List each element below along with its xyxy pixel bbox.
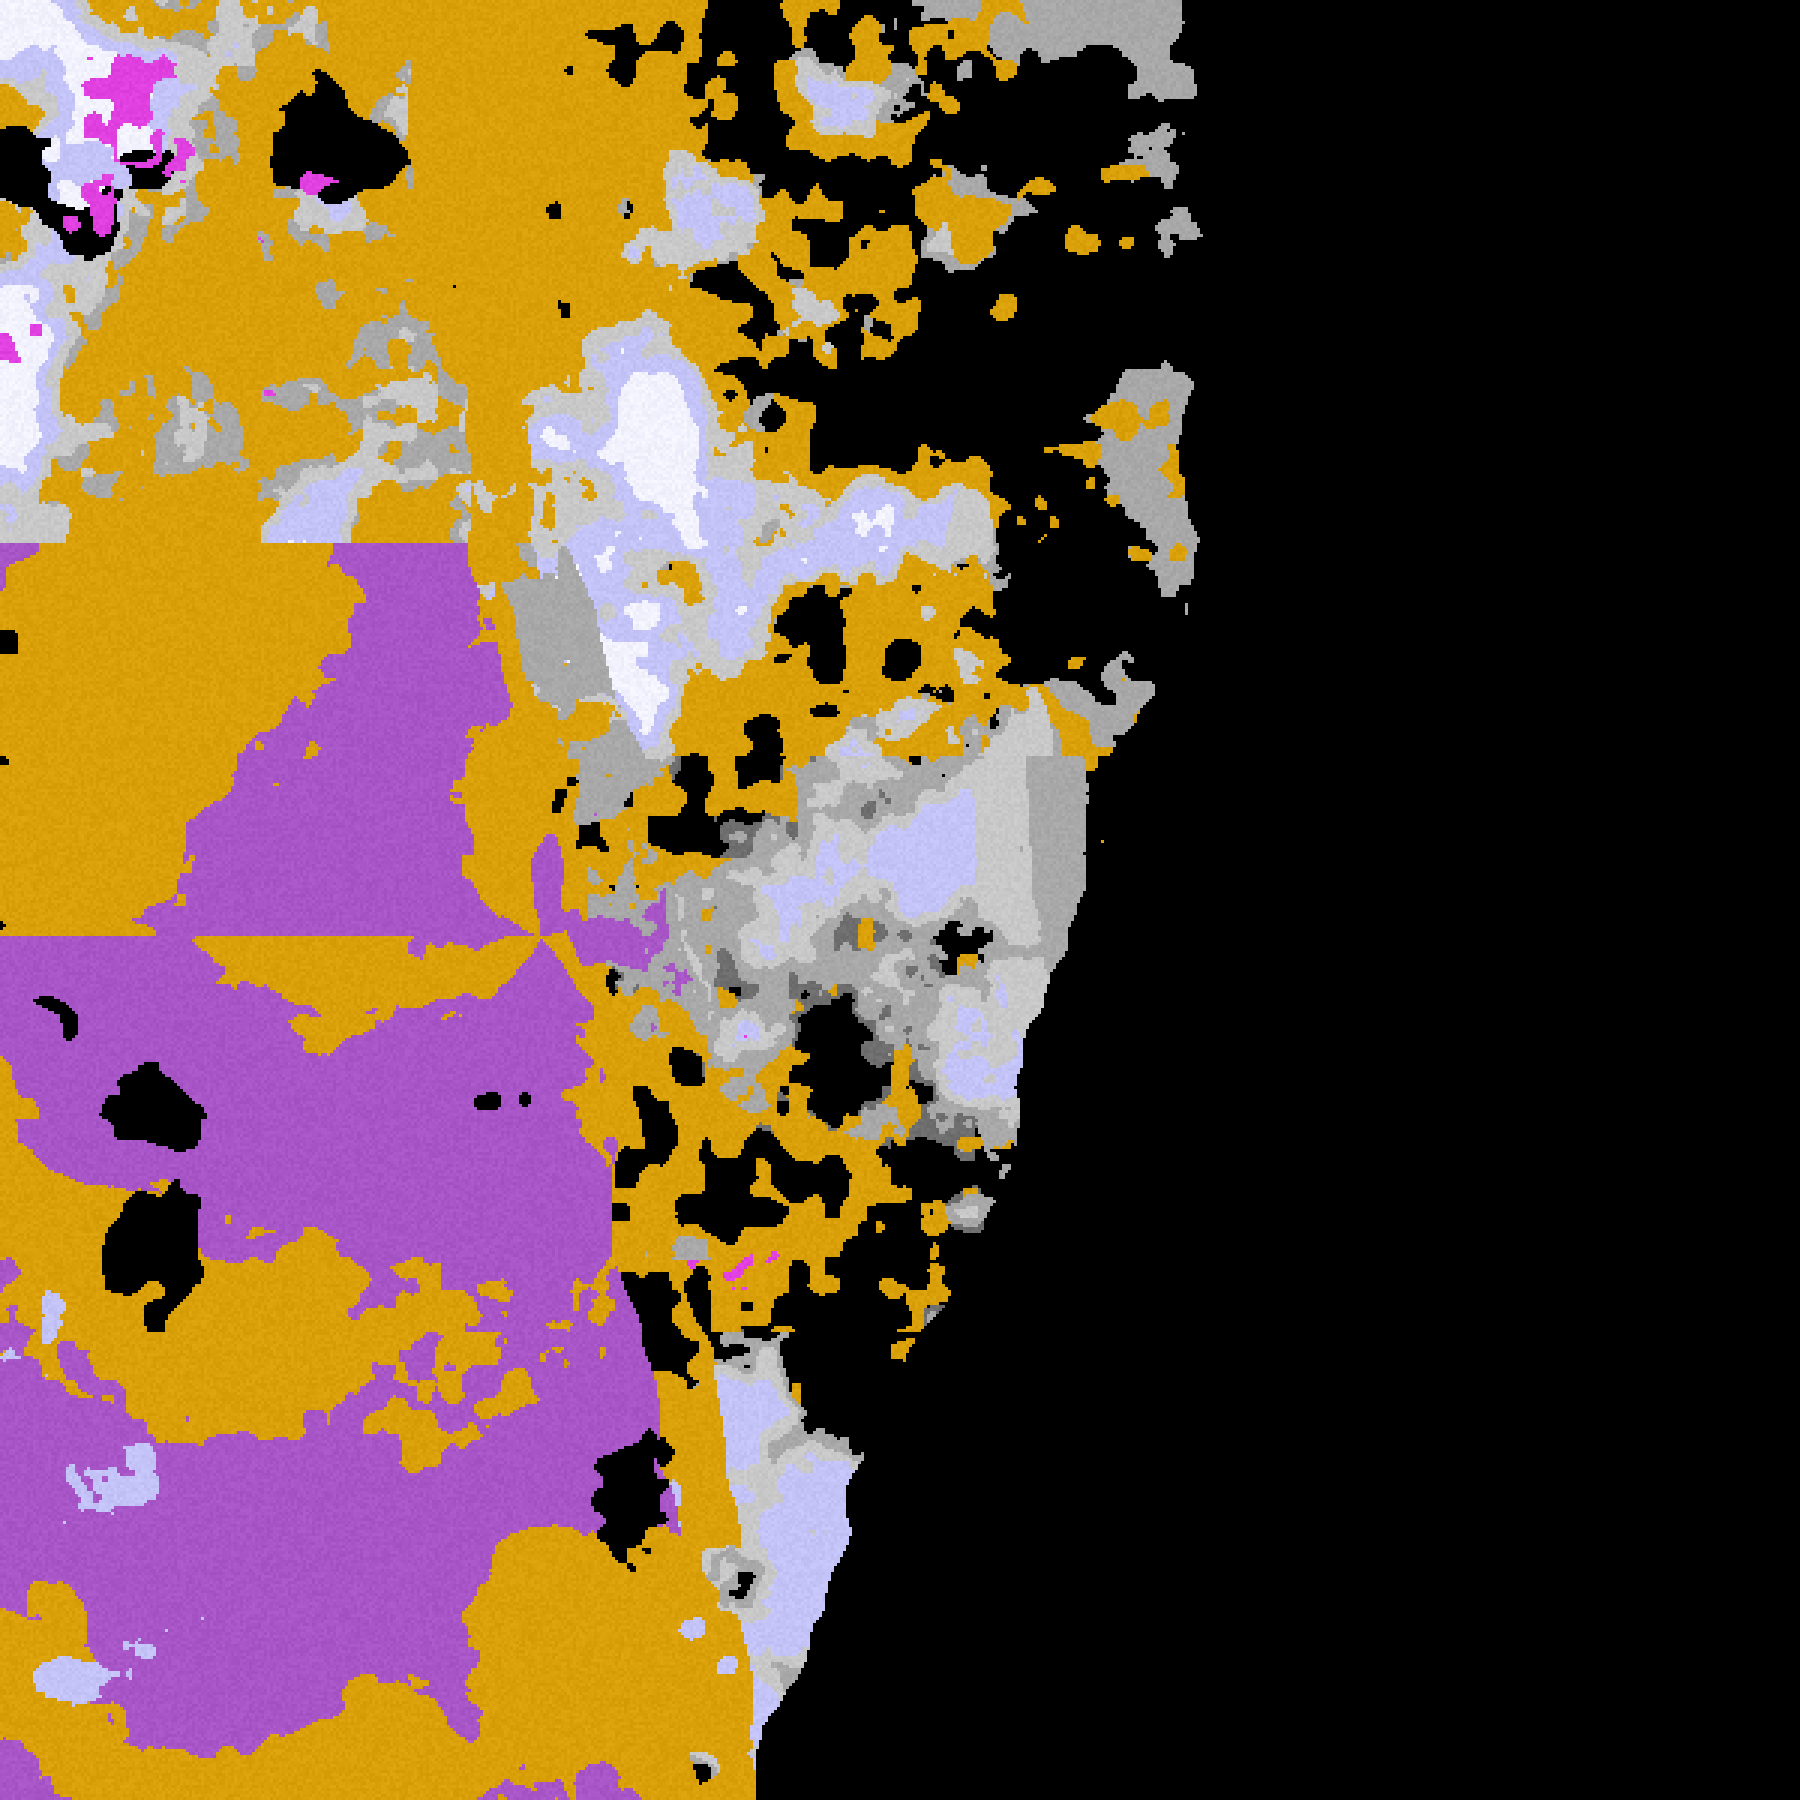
raster-image-viewport bbox=[0, 0, 1800, 1800]
satellite-classification-raster bbox=[0, 0, 1800, 1800]
